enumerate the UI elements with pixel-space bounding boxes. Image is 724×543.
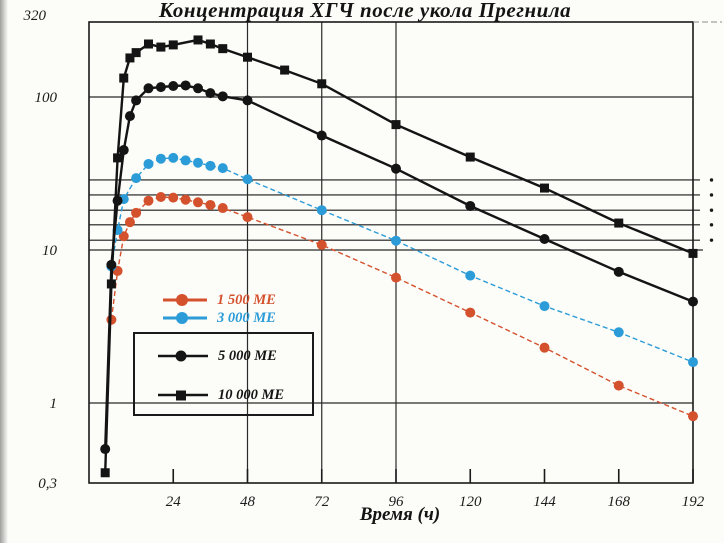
- svg-text:72: 72: [314, 494, 330, 510]
- legend-marker-1500-icon: [163, 294, 207, 306]
- svg-text:96: 96: [389, 494, 405, 510]
- svg-text:100: 100: [35, 90, 58, 106]
- svg-text:144: 144: [533, 494, 556, 510]
- svg-text:48: 48: [240, 494, 256, 510]
- x-axis-title: Время (ч): [359, 504, 441, 525]
- legend-label-10000: 10 000 МЕ: [218, 387, 285, 403]
- legend-marker-10000-icon: [158, 390, 208, 401]
- legend-item-10000: 10 000 МЕ: [157, 387, 284, 403]
- svg-text:24: 24: [166, 494, 182, 510]
- legend-marker-3000-icon: [163, 312, 207, 324]
- scan-edge-shadow: [0, 0, 8, 543]
- legend-marker-5000-icon: [158, 350, 208, 362]
- svg-text:120: 120: [459, 494, 482, 510]
- svg-text:10: 10: [42, 243, 58, 259]
- legend-label-1500: 1 500 МЕ: [217, 292, 276, 308]
- chart-title: Концентрация ХГЧ после укола Прегнила: [158, 0, 572, 22]
- legend-item-5000: 5 000 МЕ: [157, 348, 277, 364]
- svg-text:320: 320: [23, 8, 47, 24]
- legend-box: [133, 332, 314, 416]
- legend-label-3000: 3 000 МЕ: [217, 310, 276, 326]
- svg-text:1: 1: [50, 396, 58, 412]
- legend-item-3000: 3 000 МЕ: [162, 310, 276, 326]
- svg-text:192: 192: [682, 494, 705, 510]
- svg-text:168: 168: [608, 494, 631, 510]
- legend-label-5000: 5 000 МЕ: [218, 348, 277, 364]
- legend-item-1500: 1 500 МЕ: [162, 292, 276, 308]
- svg-text:0,3: 0,3: [38, 476, 57, 492]
